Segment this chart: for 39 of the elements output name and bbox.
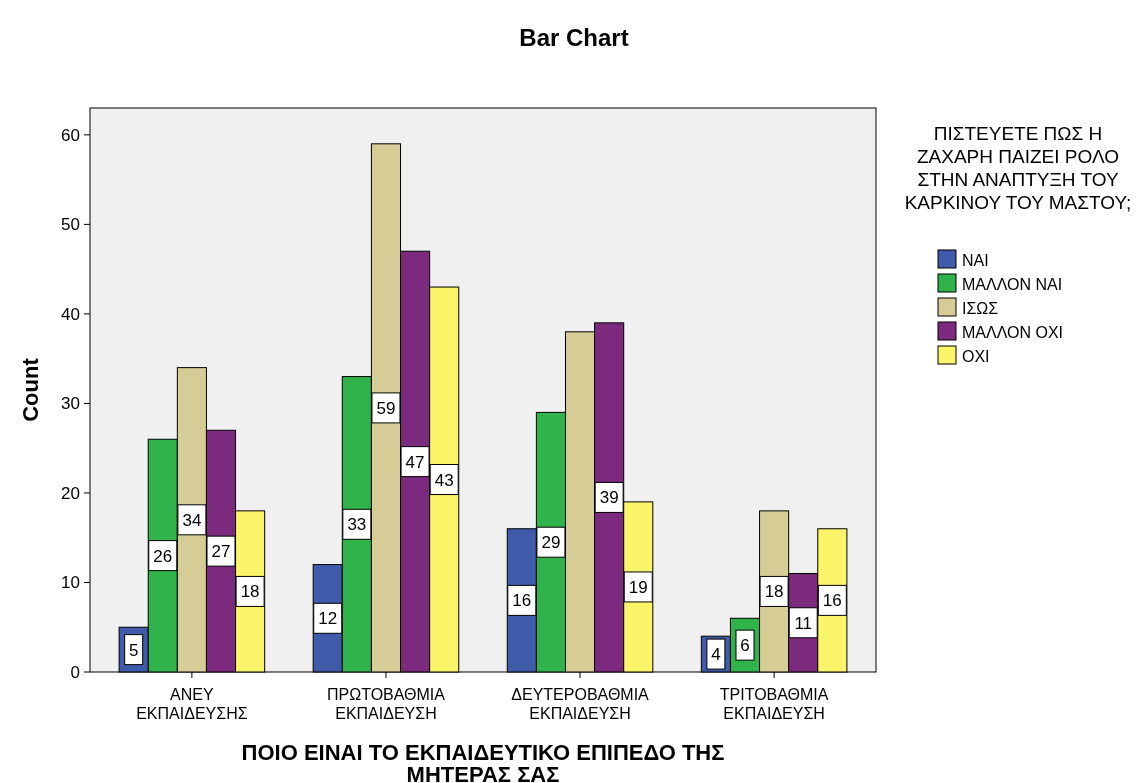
y-axis-title: Count	[18, 357, 43, 422]
data-label: 19	[628, 577, 648, 597]
data-label: 43	[434, 470, 454, 490]
data-label: 16	[512, 591, 532, 611]
y-tick-label: 20	[61, 483, 80, 503]
data-label: 6	[740, 636, 750, 656]
data-label: 16	[822, 591, 842, 611]
chart-title: Bar Chart	[519, 24, 629, 51]
x-axis-title: ΠΟΙΟ ΕΙΝΑΙ ΤΟ ΕΚΠΑΙΔΕΥΤΙΚΟ ΕΠΙΠΕΔΟ ΤΗΣ ΜΗΤΕΡΑΣ ΣΑΣ	[241, 740, 725, 783]
legend-label: ΜΑΛΛΟΝ ΟΧΙ	[962, 324, 1064, 341]
legend-label: ΜΑΛΛΟΝ ΝΑΙ	[962, 276, 1063, 293]
y-tick-label: 40	[61, 304, 80, 324]
y-tick-label: 50	[61, 215, 80, 235]
data-label: 59	[376, 398, 396, 418]
data-label: 4	[711, 645, 721, 665]
legend-label: ΟΧΙ	[962, 348, 990, 365]
y-tick-label: 0	[70, 663, 80, 682]
x-tick-label: ΠΡΩΤΟΒΑΘΜΙΑ ΕΚΠΑΙΔΕΥΣΗ	[326, 686, 446, 722]
legend-title: ΠΙΣΤΕΥΕΤΕ ΠΩΣ Η ΖΑΧΑΡΗ ΠΑΙΖΕΙ ΡΟΛΟ ΣΤΗΝ ΑΝΑΠΤΥΞΗ ΤΟΥ ΚΑΡΚΙΝΟΥ ΤΟΥ ΜΑΣΤΟΥ;	[904, 123, 1132, 213]
x-tick-label: ΑΝΕΥ ΕΚΠΑΙΔΕΥΣΗΣ	[136, 686, 248, 722]
x-tick-label: ΤΡΙΤΟΒΑΘΜΙΑ ΕΚΠΑΙΔΕΥΣΗ	[719, 686, 829, 722]
data-label: 27	[211, 542, 231, 562]
data-label: 47	[405, 452, 425, 472]
data-label: 5	[128, 640, 139, 660]
data-label: 11	[794, 613, 813, 633]
x-tick-label: ΔΕΥΤΕΡΟΒΑΘΜΙΑ ΕΚΠΑΙΔΕΥΣΗ	[511, 686, 650, 722]
data-label: 39	[599, 488, 619, 508]
data-label: 29	[541, 533, 561, 553]
data-label: 26	[153, 546, 173, 566]
data-label: 12	[318, 609, 338, 629]
data-label: 34	[182, 510, 202, 530]
data-label: 33	[347, 515, 367, 535]
y-tick-label: 10	[61, 573, 80, 593]
legend-label: ΝΑΙ	[962, 252, 989, 269]
legend-label: ΙΣΩΣ	[962, 300, 999, 317]
data-label: 18	[764, 582, 784, 602]
y-tick-label: 60	[61, 125, 80, 145]
y-tick-label: 30	[61, 394, 80, 414]
data-label: 18	[240, 582, 260, 602]
